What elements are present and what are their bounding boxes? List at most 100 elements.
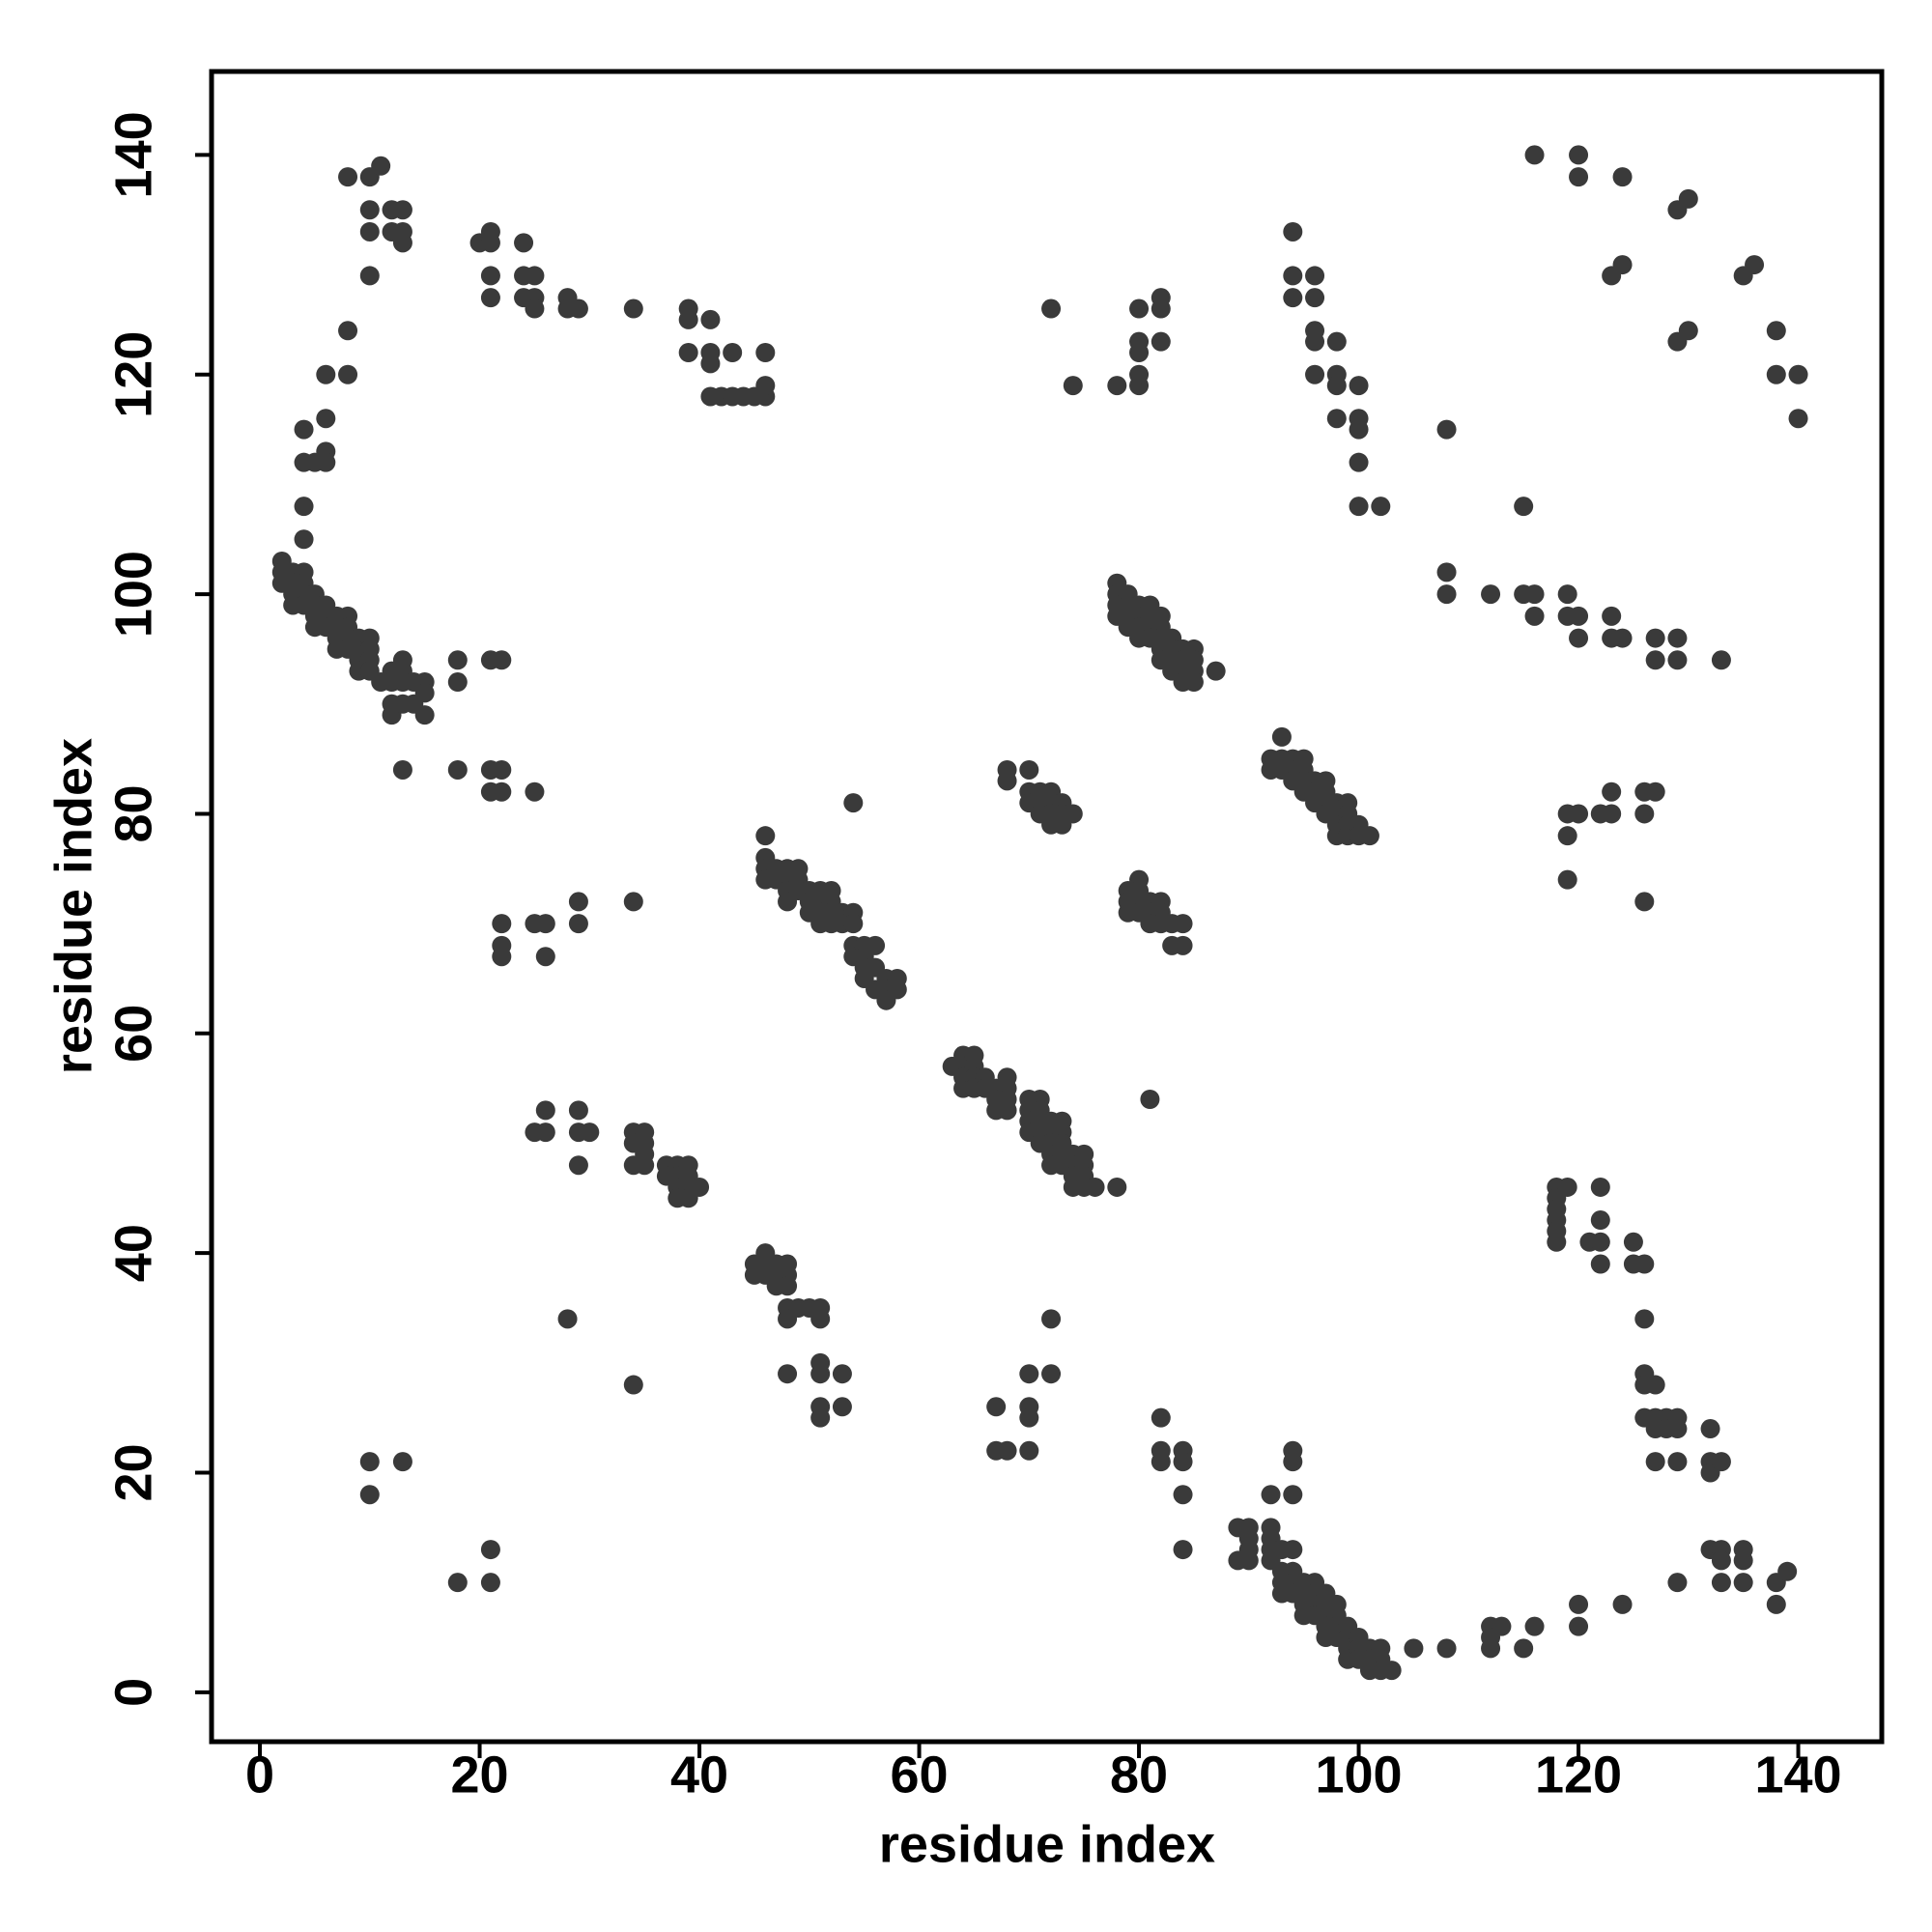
point <box>1634 804 1655 824</box>
point <box>1151 1407 1171 1428</box>
point <box>1173 1485 1193 1505</box>
y-tick-label: 60 <box>104 1005 162 1063</box>
point <box>700 354 721 374</box>
point <box>1645 650 1665 670</box>
point <box>1711 1573 1731 1593</box>
point <box>843 793 864 813</box>
point <box>1019 1407 1039 1428</box>
point <box>723 343 743 363</box>
point <box>1349 376 1369 396</box>
point <box>447 650 468 670</box>
point <box>623 298 643 319</box>
point <box>535 914 555 934</box>
point <box>1173 935 1193 955</box>
point <box>1481 1638 1501 1659</box>
point <box>1612 167 1633 187</box>
point <box>1788 409 1808 429</box>
point <box>1151 298 1171 319</box>
point <box>480 1573 500 1593</box>
point <box>755 826 776 846</box>
point <box>1151 1452 1171 1472</box>
point <box>866 935 886 955</box>
point <box>1173 1452 1193 1472</box>
y-axis-label: residue index <box>44 738 102 1074</box>
point <box>1283 266 1303 286</box>
x-tick-label: 40 <box>670 1746 728 1804</box>
point <box>1612 628 1633 648</box>
point <box>1371 497 1391 517</box>
x-tick-label: 140 <box>1754 1746 1841 1804</box>
point <box>668 1188 688 1208</box>
point <box>1678 321 1698 341</box>
point <box>1271 726 1292 747</box>
point <box>1326 376 1347 396</box>
point <box>316 409 336 429</box>
point <box>492 759 512 780</box>
point <box>568 914 588 934</box>
point <box>1129 364 1150 384</box>
point <box>514 233 534 253</box>
point <box>1557 1177 1577 1197</box>
point <box>1283 1540 1303 1560</box>
point <box>1183 672 1204 693</box>
point <box>525 266 545 286</box>
point <box>1019 759 1039 780</box>
point <box>1667 628 1688 648</box>
point <box>1173 914 1193 934</box>
point <box>1788 364 1808 384</box>
point <box>1602 606 1622 626</box>
point <box>392 200 412 220</box>
point <box>480 266 500 286</box>
point <box>568 1100 588 1121</box>
point <box>392 233 412 253</box>
point <box>1634 892 1655 912</box>
point <box>1283 1452 1303 1472</box>
point <box>1569 145 1589 165</box>
point <box>1283 221 1303 242</box>
point <box>447 672 468 693</box>
point <box>678 343 698 363</box>
point <box>1667 1573 1688 1593</box>
point <box>1711 650 1731 670</box>
point <box>414 683 435 703</box>
point <box>1326 331 1347 352</box>
point <box>568 298 588 319</box>
point <box>1261 1485 1281 1505</box>
point <box>1645 1375 1665 1395</box>
point <box>1569 804 1589 824</box>
x-tick-label: 20 <box>451 1746 509 1804</box>
point <box>1173 1540 1193 1560</box>
point <box>1612 1594 1633 1614</box>
plot-frame <box>209 69 1885 1745</box>
point <box>623 892 643 912</box>
point <box>1524 584 1545 605</box>
point <box>294 452 314 472</box>
point <box>359 1485 380 1505</box>
x-tick-label: 80 <box>1110 1746 1168 1804</box>
point <box>338 167 358 187</box>
point <box>778 1276 798 1296</box>
point <box>1305 288 1325 308</box>
point <box>1085 1177 1105 1197</box>
point <box>1140 1090 1160 1109</box>
point <box>1766 321 1786 341</box>
point <box>1645 781 1665 802</box>
point <box>447 1573 468 1593</box>
point <box>1305 266 1325 286</box>
point <box>535 1122 555 1143</box>
point <box>1041 1364 1062 1384</box>
point <box>1404 1638 1424 1659</box>
point <box>1151 331 1171 352</box>
point <box>887 980 907 1000</box>
x-tick-label: 0 <box>245 1746 274 1804</box>
point <box>1766 364 1786 384</box>
point <box>843 914 864 934</box>
point <box>832 1397 852 1417</box>
point <box>1667 1419 1688 1439</box>
point <box>1107 1177 1127 1197</box>
point <box>568 1155 588 1176</box>
x-tick-label: 100 <box>1315 1746 1402 1804</box>
point <box>525 781 545 802</box>
point <box>1206 661 1226 681</box>
